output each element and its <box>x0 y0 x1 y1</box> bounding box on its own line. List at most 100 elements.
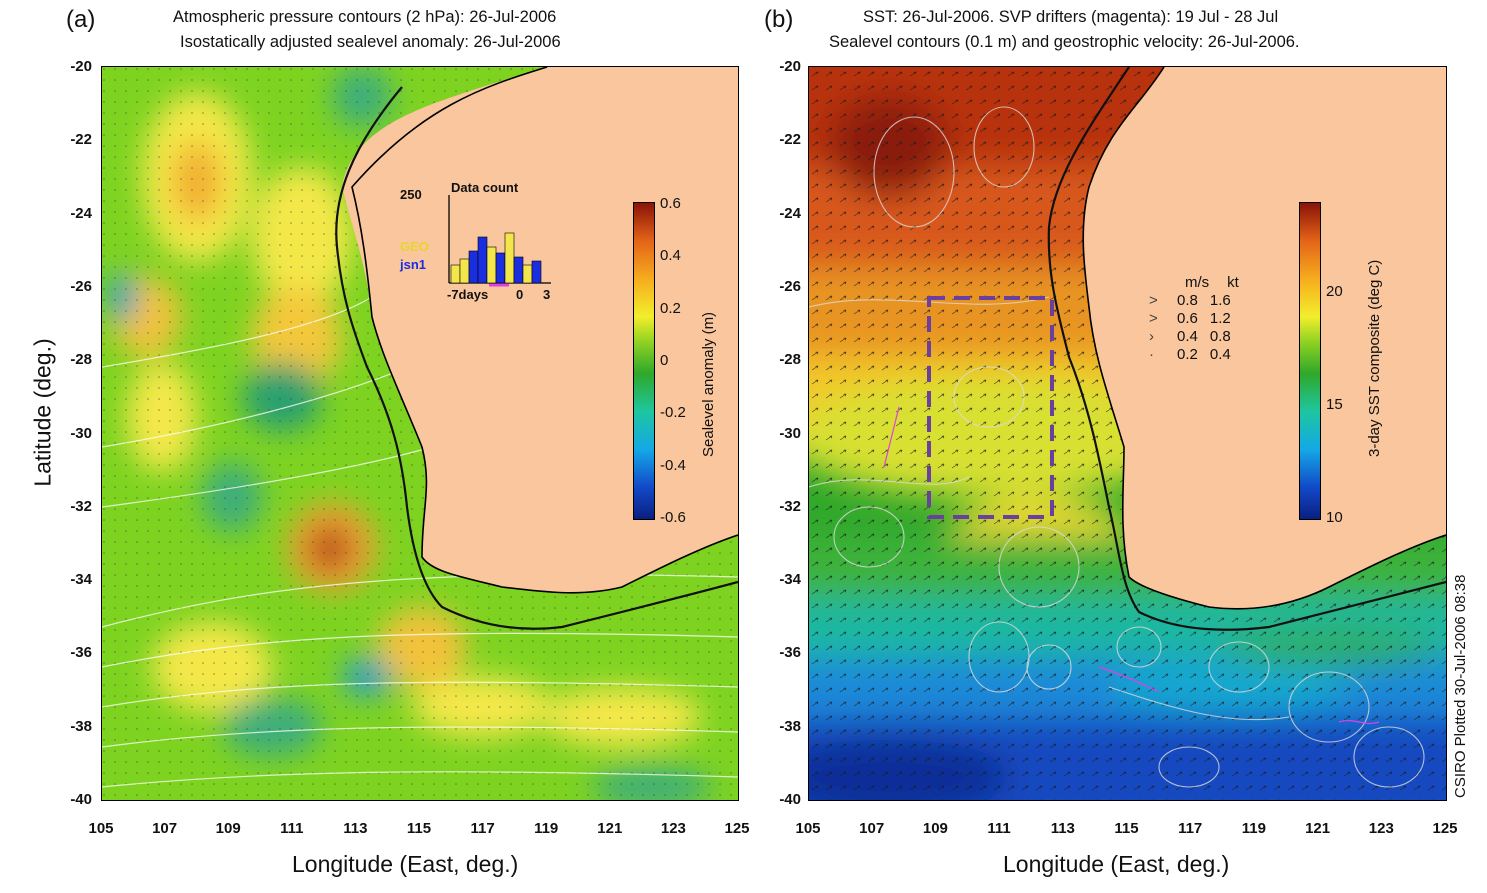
panel-a-sealevel-map: 250 Data count GEO jsn1 -7days 0 3 0.6 0.… <box>101 66 739 801</box>
y-tick-label: -38 <box>70 717 92 735</box>
velocity-legend-ms: 0.6 <box>1177 310 1198 327</box>
x-tick-label: 125 <box>1432 820 1458 837</box>
colorbar-tick-label: -0.2 <box>660 404 686 422</box>
colorbar-tick-label: 0.2 <box>660 299 681 317</box>
colorbar-tick-label: -0.4 <box>660 456 686 474</box>
x-tick-label: 115 <box>406 820 432 837</box>
panel-b-title-line2: Sealevel contours (0.1 m) and geostrophi… <box>829 33 1300 51</box>
velocity-legend: m/s kt >0.8 1.6 >0.6 1.2 › 0.4 0.8 · 0.2 0.4 <box>1149 274 1239 364</box>
y-tick-label: -30 <box>70 424 92 442</box>
panel-a: (a) Atmospheric pressure contours (2 hPa… <box>30 6 750 877</box>
x-tick-label: 119 <box>534 820 559 837</box>
inset-legend-jsn1: jsn1 <box>400 257 427 272</box>
arrow-icon: > <box>1149 310 1158 327</box>
x-tick-label: 105 <box>795 820 821 837</box>
colorbar-tick-label: 0 <box>660 351 669 369</box>
y-tick-label: -26 <box>70 277 92 295</box>
coastline <box>1082 67 1446 610</box>
colorbar-tick-label: -0.6 <box>660 508 686 526</box>
x-tick-label: 109 <box>215 820 241 837</box>
inset-title: Data count <box>451 180 519 195</box>
panel-a-title-line1: Atmospheric pressure contours (2 hPa): 2… <box>173 8 557 26</box>
x-tick-label: 111 <box>987 820 1011 837</box>
sst-colorbar-label: 3-day SST composite (deg C) <box>1366 259 1383 457</box>
y-tick-label: -36 <box>70 644 92 662</box>
y-tick-label: -32 <box>779 497 801 515</box>
study-region-box <box>927 296 1054 519</box>
x-tick-label: 109 <box>922 820 948 837</box>
y-tick-label: -38 <box>779 717 801 735</box>
velocity-legend-ms: 0.4 <box>1177 328 1198 345</box>
plot-credit: CSIRO Plotted 30-Jul-2006 08:38 <box>1452 574 1469 798</box>
x-tick-label: 119 <box>1241 820 1266 837</box>
panel-a-letter: (a) <box>66 6 96 33</box>
y-tick-label: -32 <box>70 497 92 515</box>
colorbar-tick-label: 15 <box>1326 396 1343 414</box>
y-tick-label: -22 <box>779 131 801 149</box>
velocity-legend-kt: 1.6 <box>1209 292 1231 309</box>
x-tick-label: 115 <box>1114 820 1139 837</box>
sst-field <box>809 67 1446 800</box>
colorbar-tick-label: 0.6 <box>660 195 681 212</box>
panel-b-letter: (b) <box>764 6 794 33</box>
sealevel-contours <box>809 106 1425 788</box>
x-tick-label: 121 <box>597 820 623 837</box>
panel-a-x-axis-label: Longitude (East, deg.) <box>292 851 519 877</box>
panel-b-x-axis-label: Longitude (East, deg.) <box>1003 851 1230 877</box>
colorbar-tick-label: 20 <box>1326 283 1343 301</box>
arrow-icon: > <box>1149 292 1158 309</box>
x-tick-label: 107 <box>152 820 178 837</box>
sealevel-colorbar <box>633 202 655 520</box>
sealevel-anomaly-field <box>102 67 738 800</box>
x-tick-label: 113 <box>343 820 368 837</box>
panel-b-sst-map: m/s kt >0.8 1.6 >0.6 1.2 › 0.4 0.8 · 0.2 0.4 20… <box>808 66 1447 801</box>
shelf-break-contour <box>1047 67 1446 631</box>
y-tick-label: -20 <box>779 58 801 75</box>
data-count-histogram <box>448 195 551 287</box>
y-tick-label: -34 <box>70 571 92 589</box>
arrow-icon: · <box>1149 346 1154 363</box>
velocity-legend-ms: 0.2 <box>1177 346 1198 363</box>
x-tick-label: 117 <box>470 820 495 837</box>
y-tick-label: -20 <box>70 58 92 75</box>
x-tick-label: 125 <box>724 820 750 837</box>
y-tick-label: -24 <box>779 204 801 222</box>
x-tick-label: 123 <box>1368 820 1394 837</box>
sealevel-colorbar-label: Sealevel anomaly (m) <box>700 311 717 457</box>
panel-a-title-line2: Isostatically adjusted sealevel anomaly:… <box>180 33 561 51</box>
y-tick-label: -40 <box>70 791 92 808</box>
y-tick-label: -28 <box>779 351 801 369</box>
x-tick-label: 107 <box>859 820 885 837</box>
y-tick-label: -28 <box>70 351 92 369</box>
velocity-legend-kt: 1.2 <box>1209 310 1231 327</box>
sst-colorbar <box>1299 202 1321 520</box>
x-tick-label: 123 <box>660 820 686 837</box>
x-tick-label: 105 <box>88 820 114 837</box>
velocity-legend-ms: 0.8 <box>1177 292 1198 309</box>
inset-x-tick-zero: 0 <box>516 287 524 302</box>
y-tick-label: -24 <box>70 204 92 222</box>
panel-b: (b) SST: 26-Jul-2006. SVP drifters (mage… <box>745 0 1487 893</box>
land-mass <box>1083 67 1446 609</box>
inset-x-tick-end: 3 <box>543 287 551 302</box>
x-tick-label: 113 <box>1050 820 1075 837</box>
shelf-break-contour <box>335 86 738 630</box>
colorbar-tick-label: 0.4 <box>660 247 681 265</box>
x-tick-label: 117 <box>1178 820 1203 837</box>
y-tick-label: -22 <box>70 131 92 149</box>
coastline <box>351 67 738 594</box>
y-tick-label: -36 <box>779 644 801 662</box>
inset-legend-geo: GEO <box>400 239 429 254</box>
velocity-legend-kt: 0.4 <box>1209 346 1231 363</box>
x-tick-label: 111 <box>280 820 304 837</box>
y-tick-label: -34 <box>779 571 801 589</box>
y-tick-label: -30 <box>779 424 801 442</box>
velocity-legend-kt: 0.8 <box>1209 328 1231 345</box>
inset-max-label: 250 <box>400 187 422 202</box>
velocity-legend-header-ms: m/s <box>1185 274 1210 291</box>
velocity-legend-header-kt: kt <box>1227 274 1239 291</box>
colorbar-tick-label: 10 <box>1326 509 1343 526</box>
y-tick-label: -26 <box>779 277 801 295</box>
inset-x-tick-start: -7days <box>447 287 489 302</box>
x-tick-label: 121 <box>1305 820 1331 837</box>
